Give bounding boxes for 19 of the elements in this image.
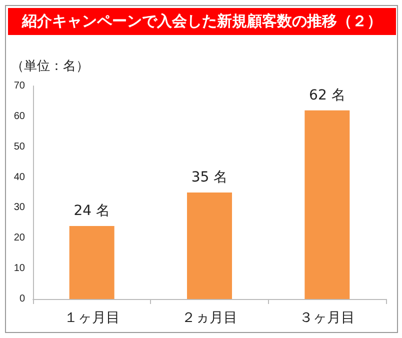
y-tick-label: 30 (14, 202, 26, 214)
y-tick-label: 10 (14, 263, 26, 274)
y-axis-title: （単位：名） (11, 58, 89, 73)
y-tick-label: 60 (14, 110, 26, 122)
x-tick-label: ２ヵ月目 (182, 310, 238, 326)
bar (69, 226, 114, 299)
bar (304, 110, 350, 299)
x-tick-label: ３ヶ月目 (299, 310, 356, 326)
y-tick-label: 50 (14, 141, 26, 152)
data-label: 35 名 (191, 170, 228, 186)
bar (187, 192, 232, 299)
y-tick-label: 20 (14, 232, 26, 244)
y-tick-label: 70 (14, 80, 26, 92)
y-tick-label: 40 (14, 172, 26, 183)
data-label: 62 名 (309, 87, 346, 104)
x-tick-label: １ヶ月目 (64, 310, 120, 326)
data-label: 24 名 (74, 202, 110, 219)
chart-title: 紹介キャンペーンで入会した新規顧客数の推移（２） (8, 8, 396, 35)
y-tick-label: 0 (19, 294, 26, 304)
